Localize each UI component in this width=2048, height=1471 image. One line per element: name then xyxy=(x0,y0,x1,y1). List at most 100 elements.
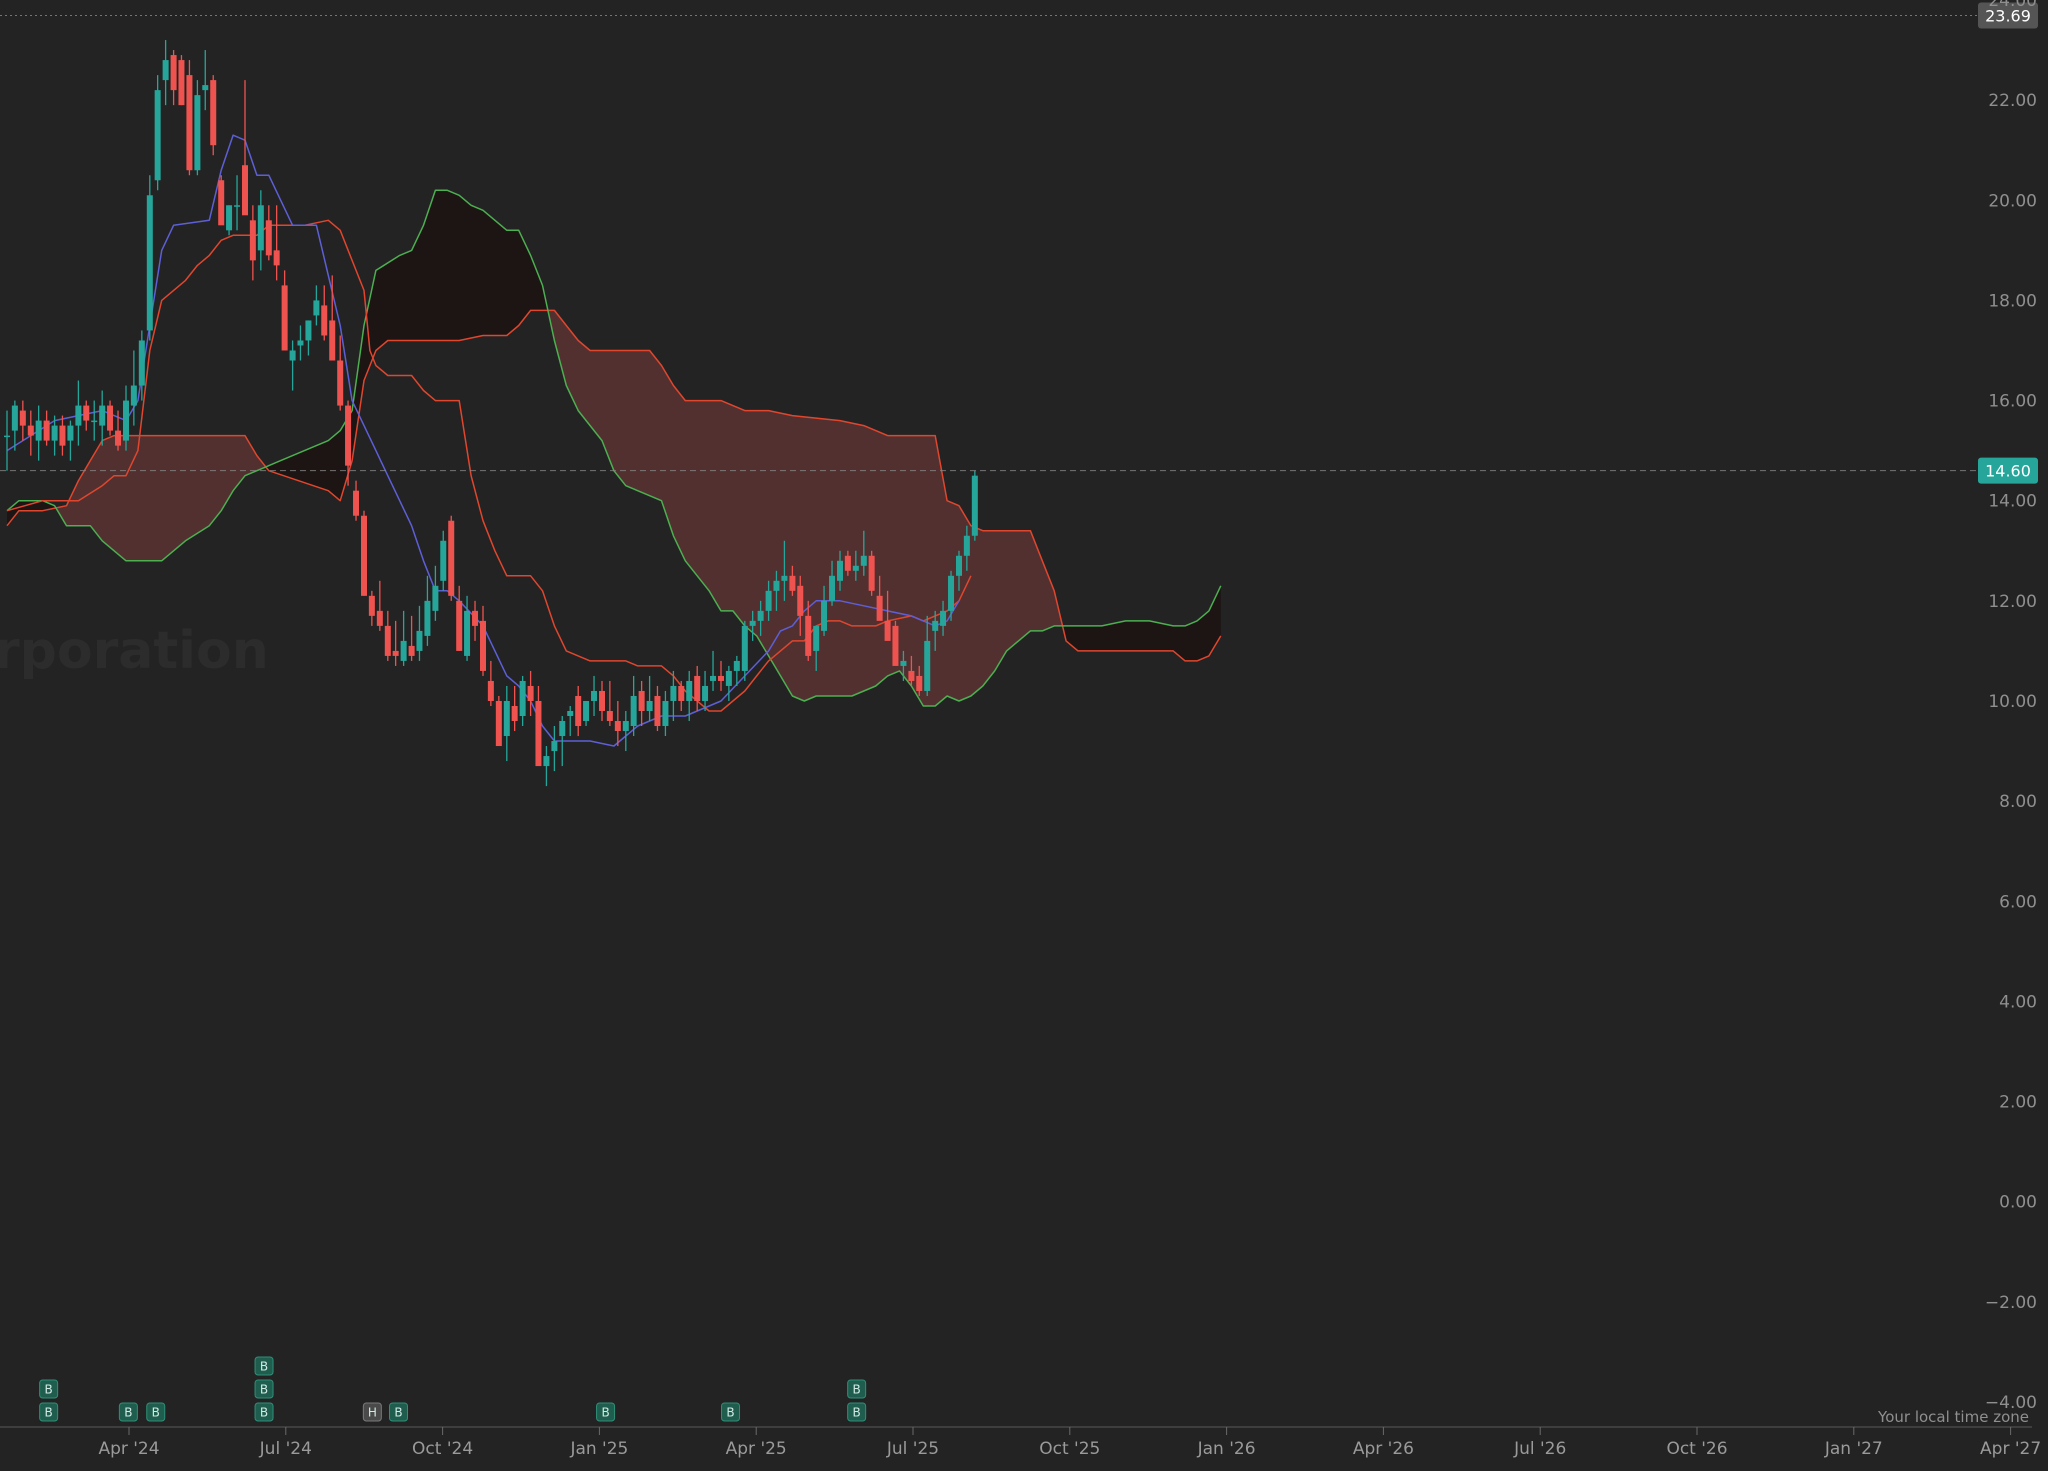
candlestick-series[interactable] xyxy=(4,40,978,787)
candle-up[interactable] xyxy=(583,700,590,727)
candle-up[interactable] xyxy=(257,190,264,271)
candle-up[interactable] xyxy=(194,80,201,176)
candle-up[interactable] xyxy=(686,670,693,722)
candle-down[interactable] xyxy=(361,510,367,596)
candle-up[interactable] xyxy=(226,205,233,236)
candle-down[interactable] xyxy=(186,60,193,176)
candle-up[interactable] xyxy=(289,340,296,391)
candle-down[interactable] xyxy=(329,275,336,361)
candle-up[interactable] xyxy=(860,530,867,576)
candle-up[interactable] xyxy=(559,716,566,767)
candle-down[interactable] xyxy=(170,50,177,106)
candle-up[interactable] xyxy=(971,470,978,541)
candle-up[interactable] xyxy=(519,675,526,727)
candle-down[interactable] xyxy=(694,665,701,711)
candle-up[interactable] xyxy=(567,705,574,737)
candle-down[interactable] xyxy=(884,590,891,641)
candle-down[interactable] xyxy=(27,410,34,456)
candle-down[interactable] xyxy=(599,680,605,722)
candle-down[interactable] xyxy=(210,75,217,156)
event-badge-b[interactable]: B xyxy=(146,1402,166,1422)
candle-up[interactable] xyxy=(67,420,74,461)
candle-up[interactable] xyxy=(749,610,756,641)
event-badge-b[interactable]: B xyxy=(254,1379,274,1399)
candle-down[interactable] xyxy=(789,565,796,596)
candle-down[interactable] xyxy=(487,660,494,706)
candle-down[interactable] xyxy=(638,680,645,727)
candle-down[interactable] xyxy=(43,410,50,446)
candle-down[interactable] xyxy=(448,515,455,601)
candle-up[interactable] xyxy=(829,560,836,606)
candle-down[interactable] xyxy=(178,55,185,106)
candle-down[interactable] xyxy=(368,590,375,626)
candle-up[interactable] xyxy=(202,50,209,111)
event-badge-b[interactable]: B xyxy=(254,1356,274,1376)
candle-up[interactable] xyxy=(591,675,598,717)
candle-down[interactable] xyxy=(892,620,899,666)
candle-up[interactable] xyxy=(99,390,106,446)
candle-down[interactable] xyxy=(107,400,114,436)
candle-up[interactable] xyxy=(932,610,939,651)
candle-up[interactable] xyxy=(297,325,304,361)
candle-up[interactable] xyxy=(813,625,820,671)
candle-down[interactable] xyxy=(273,205,280,281)
candle-up[interactable] xyxy=(416,605,423,661)
candle-up[interactable] xyxy=(11,400,18,451)
candle-up[interactable] xyxy=(123,385,129,451)
candle-down[interactable] xyxy=(535,685,542,767)
candle-down[interactable] xyxy=(844,550,851,576)
candle-up[interactable] xyxy=(400,610,407,666)
event-badge-b[interactable]: B xyxy=(389,1402,409,1422)
candle-down[interactable] xyxy=(527,670,534,717)
candle-up[interactable] xyxy=(900,650,907,681)
candle-up[interactable] xyxy=(234,175,241,231)
candle-down[interactable] xyxy=(480,605,486,676)
candle-down[interactable] xyxy=(392,620,399,666)
candle-up[interactable] xyxy=(503,685,510,762)
candle-down[interactable] xyxy=(384,610,391,661)
candle-up[interactable] xyxy=(138,330,145,401)
candle-up[interactable] xyxy=(646,675,653,722)
candle-up[interactable] xyxy=(821,585,828,636)
candle-up[interactable] xyxy=(91,400,98,441)
candle-down[interactable] xyxy=(876,575,883,621)
candle-up[interactable] xyxy=(305,320,312,356)
candle-up[interactable] xyxy=(741,620,748,681)
candle-up[interactable] xyxy=(852,550,859,581)
candle-up[interactable] xyxy=(146,175,153,341)
event-badge-b[interactable]: B xyxy=(39,1379,59,1399)
candle-up[interactable] xyxy=(51,415,58,456)
candle-up[interactable] xyxy=(725,665,732,701)
candle-up[interactable] xyxy=(464,595,471,661)
candle-down[interactable] xyxy=(511,685,518,732)
candle-up[interactable] xyxy=(313,285,320,326)
candle-down[interactable] xyxy=(265,205,272,261)
event-badge-b[interactable]: B xyxy=(118,1402,138,1422)
candle-up[interactable] xyxy=(956,550,962,591)
event-badge-b[interactable]: B xyxy=(847,1402,867,1422)
candle-down[interactable] xyxy=(242,80,248,216)
candle-down[interactable] xyxy=(218,175,225,226)
event-badge-b[interactable]: B xyxy=(596,1402,616,1422)
candle-down[interactable] xyxy=(614,700,621,747)
candle-up[interactable] xyxy=(710,650,717,691)
candle-down[interactable] xyxy=(456,585,463,651)
candle-up[interactable] xyxy=(662,690,669,737)
candle-down[interactable] xyxy=(345,400,352,486)
candle-down[interactable] xyxy=(654,685,661,732)
candle-up[interactable] xyxy=(622,710,629,752)
candle-up[interactable] xyxy=(154,75,161,191)
candle-down[interactable] xyxy=(281,270,288,351)
event-badge-b[interactable]: B xyxy=(254,1402,274,1422)
candle-down[interactable] xyxy=(908,655,915,686)
candle-up[interactable] xyxy=(162,40,169,106)
candle-down[interactable] xyxy=(916,665,923,696)
candle-up[interactable] xyxy=(670,670,677,722)
event-badge-b[interactable]: B xyxy=(721,1402,741,1422)
candle-down[interactable] xyxy=(868,550,875,596)
candle-down[interactable] xyxy=(19,400,26,441)
candle-down[interactable] xyxy=(83,400,90,431)
candle-up[interactable] xyxy=(432,565,439,621)
candle-up[interactable] xyxy=(765,580,772,621)
